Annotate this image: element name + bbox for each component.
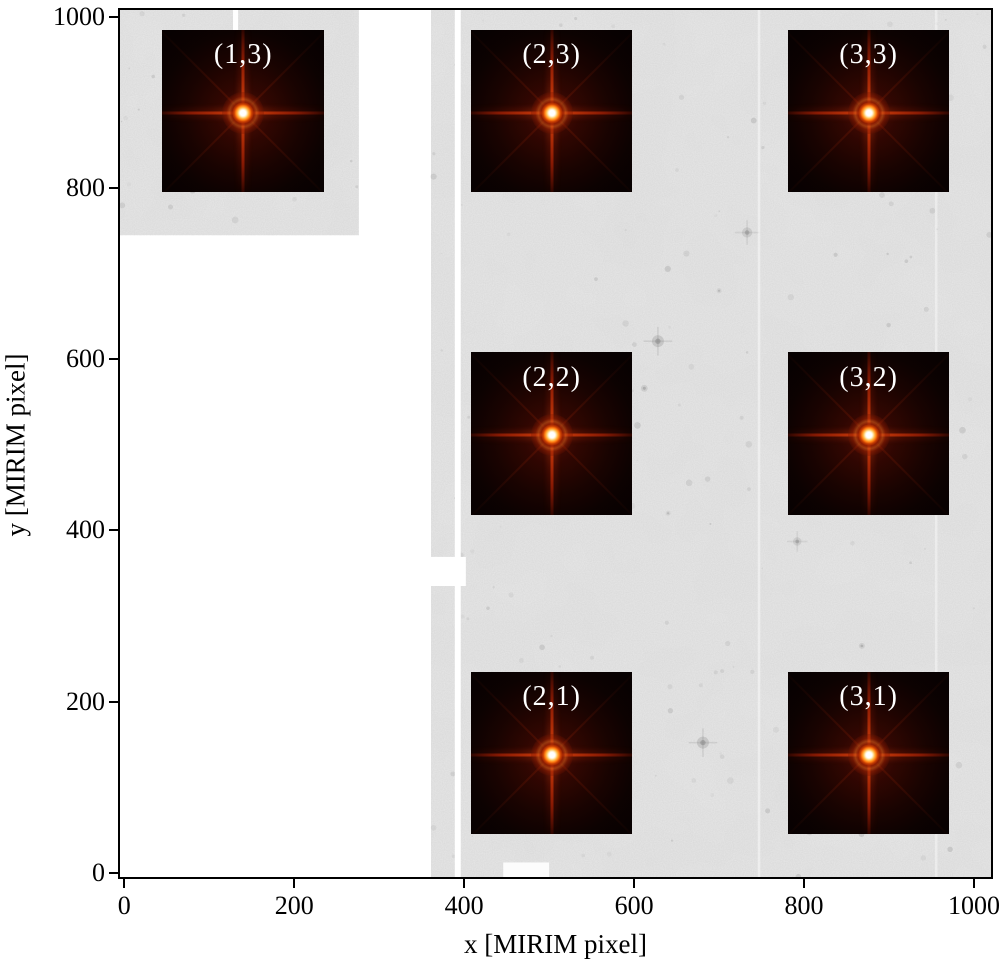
detector-gap-faint-column-1 — [757, 10, 761, 877]
y-axis-label: y [MIRIM pixel] — [0, 353, 31, 537]
y-axis-tick — [109, 871, 118, 874]
plot-area: (1,3) (2,3) (3,3) (2,2) (3,2) (2,1) (3,1) 0 200… — [53, 2, 1000, 920]
background-source — [742, 227, 753, 238]
psf-cutout-label: (2,1) — [522, 681, 581, 713]
psf-core-icon — [847, 414, 890, 457]
background-source — [793, 537, 802, 546]
detector-mosaic: (1,3) (2,3) (3,3) (2,2) (3,2) (2,1) (3,1) — [120, 10, 991, 877]
psf-core-icon — [530, 733, 573, 776]
y-tick-label: 600 — [66, 344, 105, 374]
y-axis-tick — [109, 15, 118, 18]
x-tick-label: 1000 — [948, 891, 1000, 920]
y-tick-label: 0 — [92, 857, 105, 887]
psf-core-icon — [222, 91, 265, 134]
psf-cutout-31: (3,1) — [787, 671, 950, 835]
psf-cutout-32: (3,2) — [787, 352, 950, 515]
psf-cutout-33: (3,3) — [787, 29, 950, 193]
y-axis-tick — [109, 700, 118, 703]
x-tick-label: 800 — [784, 891, 824, 920]
psf-core-icon — [530, 91, 573, 134]
detector-gap-left-edge-notch — [431, 556, 466, 587]
x-tick-label: 0 — [117, 891, 131, 920]
psf-cutout-label: (3,3) — [839, 39, 898, 71]
psf-cutout-22: (2,2) — [470, 352, 633, 515]
background-source — [696, 736, 709, 749]
psf-cutout-label: (2,2) — [522, 362, 581, 394]
x-tick-label: 200 — [274, 891, 314, 920]
psf-cutout-23: (2,3) — [470, 29, 633, 193]
y-axis-tick — [109, 529, 118, 532]
psf-cutout-label: (1,3) — [213, 39, 273, 71]
x-tick-label: 400 — [444, 891, 484, 920]
psf-cutout-label: (3,2) — [839, 362, 898, 394]
background-source — [665, 510, 671, 516]
psf-cutout-13: (1,3) — [162, 29, 324, 193]
x-axis-tick — [293, 879, 296, 888]
psf-core-icon — [847, 91, 890, 134]
background-source — [716, 288, 722, 294]
psf-cutout-label: (2,3) — [522, 39, 581, 71]
y-axis-tick — [109, 358, 118, 361]
y-axis-tick — [109, 187, 118, 190]
x-tick-label: 600 — [614, 891, 654, 920]
background-source — [858, 642, 865, 649]
x-axis-tick — [463, 879, 466, 888]
psf-core-icon — [847, 733, 890, 776]
x-axis-label: x [MIRIM pixel] — [464, 929, 647, 959]
detector-gap-bottom-edge-blemish — [503, 862, 550, 877]
x-axis-tick — [633, 879, 636, 888]
detector-gap-column-gap — [454, 10, 461, 877]
y-tick-label: 200 — [66, 686, 105, 716]
y-tick-label: 400 — [66, 515, 105, 545]
y-tick-label: 1000 — [53, 1, 105, 31]
background-source — [651, 335, 664, 348]
psf-cutout-21: (2,1) — [470, 671, 633, 835]
psf-cutout-label: (3,1) — [839, 681, 898, 713]
x-axis-tick — [123, 879, 126, 888]
background-sources — [479, 88, 935, 757]
x-axis-tick — [973, 879, 975, 888]
y-tick-label: 800 — [66, 173, 105, 203]
x-axis-tick — [803, 879, 806, 888]
psf-core-icon — [530, 414, 573, 457]
background-source — [640, 384, 648, 392]
